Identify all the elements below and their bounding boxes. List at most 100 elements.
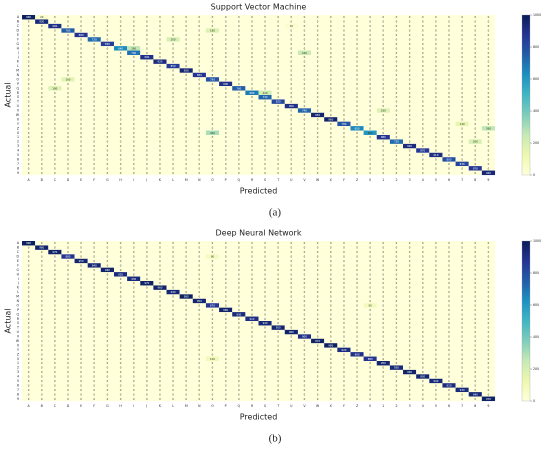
cell bbox=[376, 68, 390, 73]
cell-value: 0 bbox=[369, 272, 371, 276]
cell bbox=[100, 161, 115, 167]
cell-value: 0 bbox=[199, 157, 201, 161]
cell bbox=[140, 166, 154, 171]
cell-value: 0 bbox=[80, 149, 82, 153]
cell bbox=[100, 126, 115, 131]
cell-value: 0 bbox=[382, 104, 384, 108]
cell-value: 0 bbox=[225, 250, 227, 254]
cell bbox=[376, 272, 390, 277]
cell bbox=[113, 276, 128, 282]
cell-value: 0 bbox=[212, 20, 214, 24]
cell bbox=[284, 249, 298, 255]
cell bbox=[416, 112, 430, 118]
cell bbox=[455, 55, 469, 60]
cell-value: 0 bbox=[356, 82, 358, 86]
cell bbox=[297, 148, 312, 153]
cell-value: 0 bbox=[238, 246, 240, 250]
cell bbox=[350, 77, 364, 82]
cell bbox=[232, 41, 246, 47]
cell bbox=[205, 130, 220, 136]
cell-value: 0 bbox=[159, 126, 161, 130]
cell bbox=[481, 361, 496, 366]
cell-value: 0 bbox=[172, 259, 174, 263]
cell bbox=[416, 289, 430, 295]
cell-value: 0 bbox=[107, 29, 109, 33]
cell-value: 0 bbox=[120, 255, 122, 259]
cell-value: 0 bbox=[120, 277, 122, 281]
cell bbox=[258, 46, 272, 51]
cell-value: 0 bbox=[356, 281, 358, 285]
cell-value: 0 bbox=[28, 246, 30, 250]
cell-value: 0 bbox=[422, 286, 424, 290]
cell-value: 930 bbox=[236, 312, 241, 316]
cell bbox=[61, 37, 75, 42]
cell-value: 0 bbox=[120, 357, 122, 361]
cell bbox=[258, 103, 272, 109]
cell bbox=[35, 148, 49, 153]
cell-value: 0 bbox=[251, 82, 253, 86]
cell-value: 0 bbox=[54, 126, 56, 130]
cell-value: 0 bbox=[277, 42, 279, 46]
cell-value: 0 bbox=[120, 157, 122, 161]
cell-value: 0 bbox=[382, 312, 384, 316]
cell-value: 0 bbox=[146, 109, 148, 113]
cell-value: 0 bbox=[461, 140, 463, 144]
cell bbox=[192, 312, 206, 317]
cell-value: 0 bbox=[330, 308, 332, 312]
cell bbox=[205, 312, 220, 317]
cell-value: 0 bbox=[80, 104, 82, 108]
cell-value: 0 bbox=[330, 77, 332, 81]
cell-value: 0 bbox=[461, 241, 463, 245]
cell-value: 0 bbox=[448, 303, 450, 307]
cell bbox=[87, 86, 101, 91]
cell-value: 0 bbox=[435, 268, 437, 272]
cell bbox=[48, 143, 62, 149]
cell-value: 870 bbox=[420, 149, 425, 153]
cell-value: 0 bbox=[343, 149, 345, 153]
cell bbox=[416, 258, 430, 264]
cell bbox=[284, 281, 298, 286]
cell-value: 0 bbox=[199, 100, 201, 104]
cell-value: 0 bbox=[264, 113, 266, 117]
cell-value: 0 bbox=[264, 326, 266, 330]
cell-value: 0 bbox=[238, 144, 240, 148]
cell-value: 970 bbox=[52, 250, 57, 254]
cell-value: 0 bbox=[120, 91, 122, 95]
cell bbox=[35, 272, 49, 277]
cell bbox=[297, 321, 312, 326]
cell-value: 0 bbox=[172, 321, 174, 325]
cell bbox=[35, 130, 49, 136]
cell-value: 0 bbox=[93, 277, 95, 281]
cell-value: 0 bbox=[28, 86, 30, 90]
cell-value: 0 bbox=[172, 91, 174, 95]
cell-value: 0 bbox=[172, 286, 174, 290]
y-tick-label: K bbox=[17, 60, 20, 64]
cell bbox=[61, 148, 75, 153]
cell-value: 0 bbox=[159, 37, 161, 41]
cell bbox=[468, 298, 482, 304]
cell-value: 0 bbox=[225, 69, 227, 73]
cell-value: 0 bbox=[422, 348, 424, 352]
cell-value: 0 bbox=[238, 259, 240, 263]
cell-value: 0 bbox=[488, 361, 490, 365]
cell bbox=[166, 46, 180, 51]
cell-value: 0 bbox=[356, 46, 358, 50]
cell-value: 0 bbox=[396, 42, 398, 46]
x-tick-label: W bbox=[316, 178, 320, 182]
cell-value: 0 bbox=[304, 326, 306, 330]
cell-value: 900 bbox=[302, 335, 307, 339]
cell bbox=[389, 72, 404, 78]
cell bbox=[429, 37, 443, 42]
cell-value: 0 bbox=[54, 317, 56, 321]
cell-value: 0 bbox=[448, 91, 450, 95]
cell-value: 0 bbox=[317, 303, 319, 307]
cell bbox=[403, 356, 417, 362]
cell-value: 0 bbox=[474, 15, 476, 19]
cell-value: 0 bbox=[120, 162, 122, 166]
cell bbox=[481, 117, 496, 122]
cell bbox=[442, 95, 456, 100]
cell bbox=[389, 15, 404, 20]
cell bbox=[389, 63, 404, 69]
cell-value: 0 bbox=[461, 82, 463, 86]
cell bbox=[376, 303, 390, 308]
